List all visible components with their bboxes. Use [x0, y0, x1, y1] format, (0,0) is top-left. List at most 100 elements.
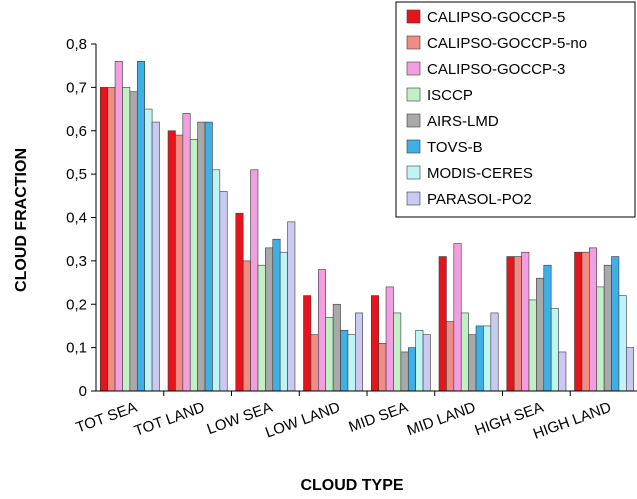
bar	[446, 321, 455, 392]
bar	[310, 334, 319, 392]
y-tick-label: 0,7	[66, 79, 87, 96]
bar	[265, 247, 274, 392]
y-tick-label: 0,2	[66, 296, 87, 313]
bar	[370, 295, 379, 392]
bar	[400, 351, 409, 392]
y-tick-label: 0,4	[66, 210, 87, 227]
bar	[513, 256, 522, 392]
legend: CALIPSO-GOCCP-5 CALIPSO-GOCCP-5-no CALIPSO…	[395, 1, 636, 218]
bar	[242, 260, 251, 392]
bar	[422, 334, 431, 392]
legend-swatch	[406, 139, 421, 154]
bar	[483, 325, 492, 392]
x-tick-label: LOW SEA	[205, 399, 275, 438]
legend-swatch	[406, 87, 421, 102]
x-tick-label: TOT SEA	[74, 399, 140, 437]
x-tick-label: LOW LAND	[263, 399, 343, 442]
bar	[332, 303, 341, 392]
bar	[521, 251, 530, 392]
bar	[536, 277, 545, 392]
bar	[136, 61, 145, 392]
bar	[129, 91, 138, 392]
bar	[550, 308, 559, 392]
bar	[589, 247, 598, 392]
legend-label: CALIPSO-GOCCP-5-no	[427, 35, 587, 52]
y-ticks: 0 0,1 0,2 0,3 0,4 0,5 0,6 0,7 0,8	[66, 36, 96, 400]
legend-swatch	[406, 9, 421, 24]
bar	[453, 243, 462, 392]
bar	[407, 347, 416, 392]
bar	[272, 238, 281, 392]
y-tick-label: 0,5	[66, 166, 87, 183]
legend-label: TOVS-B	[427, 139, 483, 156]
bar	[257, 264, 266, 392]
bar	[167, 130, 176, 392]
legend-label: CALIPSO-GOCCP-3	[427, 61, 565, 78]
x-tick-label: MID LAND	[405, 399, 478, 440]
bar	[151, 121, 160, 392]
x-tick-label: HIGH LAND	[531, 399, 614, 443]
bar	[543, 264, 552, 392]
legend-box	[395, 1, 636, 218]
x-tick-label: TOT LAND	[132, 399, 207, 440]
legend-swatch	[406, 191, 421, 206]
bar	[528, 299, 537, 392]
bar	[460, 312, 469, 392]
bar	[318, 269, 327, 392]
bar	[219, 191, 228, 392]
legend-swatch	[406, 113, 421, 128]
bar	[303, 295, 312, 392]
bar	[596, 286, 605, 392]
bar	[279, 251, 288, 392]
legend-label: MODIS-CERES	[427, 165, 533, 182]
y-tick-label: 0,3	[66, 253, 87, 270]
bar	[144, 108, 153, 392]
bar	[468, 334, 477, 392]
bar	[250, 169, 259, 392]
bar	[618, 295, 627, 392]
bar	[438, 256, 447, 392]
bar	[122, 87, 131, 392]
bar	[287, 221, 296, 392]
bar	[611, 256, 620, 392]
x-tick-label: MID SEA	[346, 399, 410, 436]
bar	[490, 312, 499, 392]
bar	[189, 139, 198, 392]
bar	[340, 329, 349, 392]
bar	[182, 113, 191, 392]
bar	[325, 316, 334, 392]
bar	[212, 169, 221, 392]
legend-swatch	[406, 61, 421, 76]
legend-label: AIRS-LMD	[427, 113, 499, 130]
y-tick-label: 0	[79, 383, 87, 400]
bar	[347, 334, 356, 392]
bar	[415, 329, 424, 392]
bar	[475, 325, 484, 392]
legend-swatch	[406, 165, 421, 180]
bar	[204, 121, 213, 392]
bar	[385, 286, 394, 392]
legend-label: PARASOL-PO2	[427, 191, 532, 208]
bar	[107, 87, 116, 392]
bar-group	[99, 61, 635, 392]
bar	[197, 121, 206, 392]
bar	[175, 134, 184, 392]
y-tick-label: 0,6	[66, 123, 87, 140]
legend-label: ISCCP	[427, 87, 473, 104]
bar	[506, 256, 515, 392]
y-axis-title: CLOUD FRACTION	[13, 148, 30, 292]
bar	[603, 264, 612, 392]
bar	[235, 212, 244, 392]
bar	[99, 87, 108, 392]
bar	[581, 251, 590, 392]
bar	[626, 347, 635, 392]
bar	[558, 351, 567, 392]
bar	[393, 312, 402, 392]
y-tick-label: 0,1	[66, 340, 87, 357]
bar	[114, 61, 123, 392]
legend-swatch	[406, 35, 421, 50]
x-axis-title: CLOUD TYPE	[300, 477, 403, 494]
bar	[355, 312, 364, 392]
bar	[574, 251, 583, 392]
